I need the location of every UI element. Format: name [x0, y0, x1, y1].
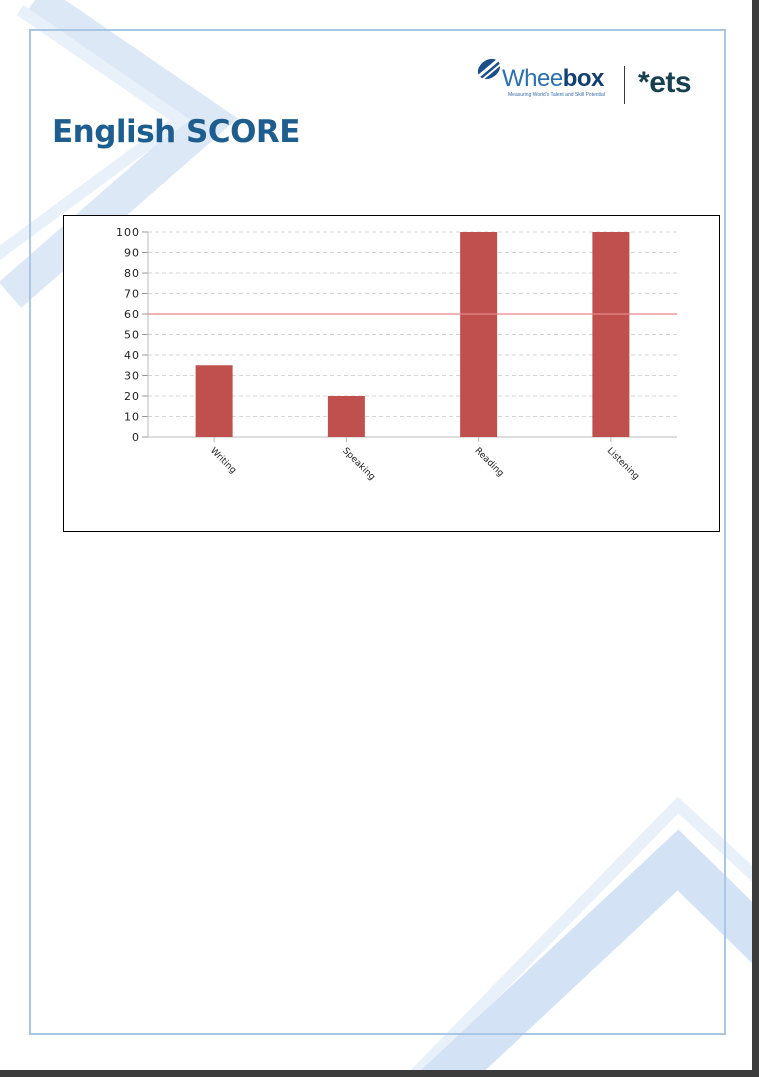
x-tick-label: Listening	[605, 446, 641, 482]
bar-speaking	[327, 396, 365, 437]
wheebox-wordmark: Wheebox	[502, 65, 604, 93]
y-tick-label: 100	[116, 226, 140, 239]
wheebox-prefix: Whee	[502, 65, 563, 92]
bar-writing	[195, 365, 233, 437]
y-tick-label: 60	[124, 308, 140, 321]
page-frame	[29, 29, 726, 1035]
asterisk-icon: *	[638, 66, 650, 99]
x-tick-label: Writing	[208, 446, 238, 476]
bar-reading	[460, 232, 498, 437]
logo-divider	[624, 66, 625, 104]
bar-chart: 0 10 20 30 40 50 60 70 80 90 100 Writing Speaking Rea…	[116, 226, 677, 483]
y-tick-label: 10	[124, 411, 140, 424]
y-tick-label: 30	[124, 370, 140, 383]
wheebox-tagline: Measuring World's Talent and Skill Poten…	[508, 92, 605, 98]
x-tick-label: Reading	[473, 446, 506, 479]
page-title: English SCORE	[52, 114, 300, 150]
y-tick-label: 90	[124, 247, 140, 260]
score-chart: 0 10 20 30 40 50 60 70 80 90 100 Writing Speaking Rea…	[63, 215, 720, 532]
ets-wordmark: ets	[649, 66, 692, 99]
bar-listening	[592, 232, 630, 437]
y-tick-label: 50	[124, 329, 140, 342]
y-tick-label: 70	[124, 288, 140, 301]
wheebox-swoosh-icon	[477, 58, 502, 80]
y-tick-label: 20	[124, 390, 140, 403]
y-tick-label: 40	[124, 349, 140, 362]
brand-logos: Wheebox Measuring World's Talent and Ski…	[474, 52, 714, 112]
y-tick-label: 0	[132, 431, 140, 444]
y-tick-label: 80	[124, 267, 140, 280]
x-tick-label: Speaking	[340, 446, 376, 482]
wheebox-suffix: box	[562, 65, 605, 92]
ets-logo: *ets	[638, 66, 692, 100]
